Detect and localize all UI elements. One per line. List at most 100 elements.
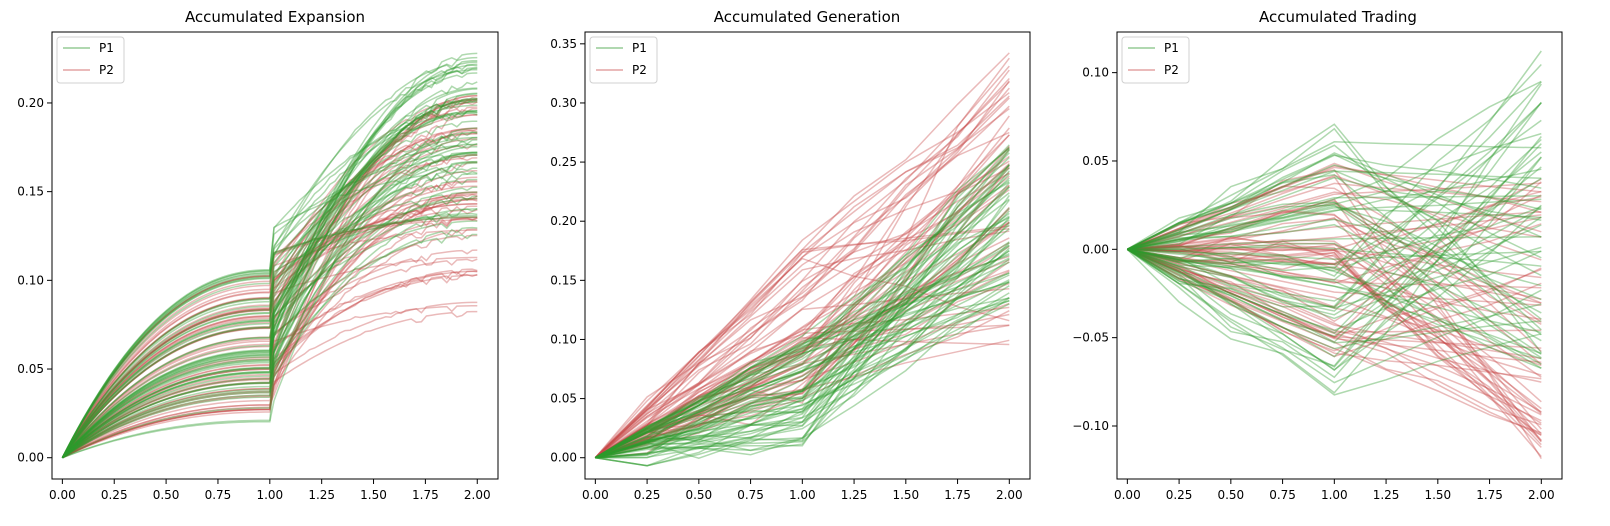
series-line-p1 <box>61 162 478 459</box>
series-line-p2 <box>1126 248 1542 358</box>
series-line-p1 <box>61 97 478 459</box>
x-tick-label: 1.75 <box>944 488 971 502</box>
series-line-p2 <box>61 218 478 459</box>
y-tick-label: 0.05 <box>550 392 577 406</box>
series-line-p1 <box>595 280 1010 459</box>
series-line-p1 <box>61 131 478 459</box>
legend-label-p2: P2 <box>632 63 647 77</box>
series-line-p1 <box>594 182 1010 459</box>
series-line-p1 <box>595 170 1010 467</box>
series-line-p2 <box>61 161 478 459</box>
series-line-p2 <box>1127 243 1542 458</box>
x-tick-label: 0.00 <box>49 488 76 502</box>
plot-frame <box>584 31 1031 480</box>
series-line-p2 <box>1127 211 1542 251</box>
series-line-p2 <box>594 52 1010 459</box>
series-line-p2 <box>594 337 1010 459</box>
series-line-p1 <box>61 136 478 459</box>
series-line-p2 <box>61 217 478 459</box>
series-line-p2 <box>61 216 478 459</box>
series-line-p1 <box>1126 156 1542 379</box>
series-line-p2 <box>62 101 478 459</box>
legend-label-p2: P2 <box>99 63 114 77</box>
series-line-p2 <box>594 185 1010 459</box>
series-line-p2 <box>61 106 478 459</box>
series-line-p2 <box>594 221 1010 459</box>
series-line-p1 <box>61 98 478 459</box>
series-line-p2 <box>1127 244 1542 410</box>
series-line-p2 <box>1127 248 1542 367</box>
x-tick-label: 2.00 <box>996 488 1023 502</box>
series-line-p1 <box>1126 173 1542 336</box>
series-line-p1 <box>1127 248 1542 334</box>
series-line-p2 <box>62 198 478 459</box>
series-line-p1 <box>61 151 478 459</box>
series-line-p1 <box>61 92 478 459</box>
series-line-p2 <box>1127 248 1542 415</box>
series-line-p1 <box>1127 169 1542 277</box>
series-line-p1 <box>61 68 478 459</box>
x-tick-label: 1.00 <box>256 488 283 502</box>
series-line-p2 <box>595 302 1010 459</box>
series-line-p2 <box>594 155 1010 459</box>
series-line-p1 <box>61 104 478 459</box>
series-line-p2 <box>594 160 1010 459</box>
series-line-p2 <box>61 144 478 459</box>
legend: P1 P2 <box>589 36 658 84</box>
series-line-p2 <box>595 339 1010 459</box>
series-line-p1 <box>1127 218 1542 287</box>
series-line-p2 <box>61 205 478 459</box>
series-line-p1 <box>61 151 478 459</box>
series-line-p2 <box>61 101 478 459</box>
y-tick-label: −0.10 <box>1072 419 1109 433</box>
series-line-p1 <box>61 186 478 459</box>
series-line-p1 <box>1126 83 1542 367</box>
series-line-p1 <box>594 274 1010 459</box>
series-line-p2 <box>61 113 478 459</box>
series-line-p2 <box>594 227 1010 459</box>
series-line-p1 <box>1127 119 1542 309</box>
series-line-p2 <box>61 97 478 459</box>
series-line-p1 <box>61 110 478 459</box>
series-line-p2 <box>61 198 478 459</box>
legend-box <box>1121 36 1190 84</box>
legend: P1 P2 <box>1121 36 1190 84</box>
series-line-p1 <box>595 194 1010 467</box>
x-axis-ticks: 0.00 0.25 0.50 0.75 1.00 1.25 1.50 1.75 2.00 <box>1114 479 1555 502</box>
series-line-p2 <box>1127 248 1542 338</box>
series-line-p2 <box>594 206 1010 459</box>
y-tick-label: 0.25 <box>550 155 577 169</box>
series-line-p2 <box>1127 243 1542 403</box>
series-line-p2 <box>61 256 478 459</box>
chart-title: Accumulated Generation <box>714 8 901 26</box>
series-line-p1 <box>595 144 1010 459</box>
series-line-p1 <box>595 216 1010 459</box>
series-line-p1 <box>1127 80 1542 251</box>
x-tick-label: 0.00 <box>582 488 609 502</box>
series-line-p2 <box>1127 244 1542 413</box>
series-line-p2 <box>594 172 1010 459</box>
plot-frame <box>1116 31 1563 480</box>
series-line-p1 <box>595 164 1010 459</box>
series-line-p2 <box>594 242 1010 459</box>
series-line-p2 <box>594 97 1010 459</box>
series-line-p1 <box>594 253 1010 459</box>
series-line-p1 <box>1127 201 1542 314</box>
x-tick-label: 1.25 <box>308 488 335 502</box>
series-line-p2 <box>595 220 1010 459</box>
series-line-p1 <box>1127 127 1542 331</box>
series-line-p2 <box>61 94 478 459</box>
series-line-p2 <box>594 172 1010 459</box>
series-line-p1 <box>1127 248 1542 260</box>
series-line-p1 <box>61 173 478 459</box>
series-line-p1 <box>1127 207 1542 316</box>
series-line-p1 <box>61 142 478 459</box>
series-line-p1 <box>61 56 478 459</box>
x-tick-label: 1.50 <box>360 488 387 502</box>
series-line-p2 <box>1127 237 1542 436</box>
series-line-p2 <box>594 146 1010 459</box>
series-line-p1 <box>61 136 478 459</box>
series-line-p1 <box>1127 132 1542 251</box>
series-line-p2 <box>1127 248 1542 422</box>
series-line-p2 <box>61 310 478 459</box>
